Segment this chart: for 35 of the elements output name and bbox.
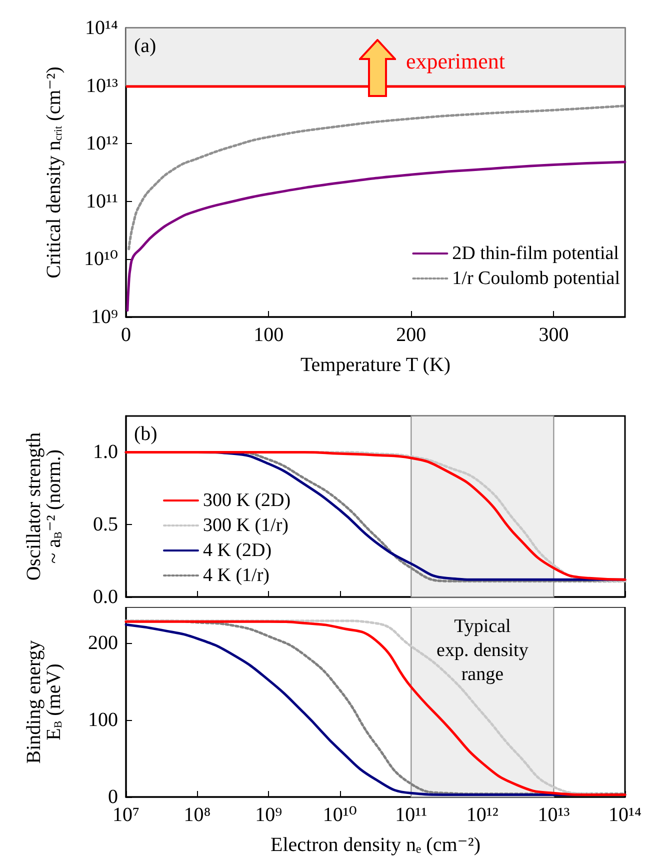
legend-label: 4 K (1/r) bbox=[203, 565, 270, 586]
line-series bbox=[126, 160, 626, 312]
legend-label: 4 K (2D) bbox=[203, 540, 272, 561]
x-tick-label: 10¹² bbox=[466, 804, 498, 826]
y-tick-label: 100 bbox=[88, 709, 118, 732]
band-label: Typical exp. density range bbox=[436, 616, 529, 685]
x-tick-label: 10¹⁴ bbox=[608, 804, 642, 826]
y-tick-label: 10¹⁴ bbox=[85, 17, 118, 39]
y-tick-label: 0.0 bbox=[93, 586, 118, 608]
annotation: (a) bbox=[134, 35, 156, 57]
annotation: (b) bbox=[134, 423, 158, 445]
x-axis-title: Electron density nₑ (cm⁻²) bbox=[270, 834, 480, 856]
x-tick-label: 100 bbox=[254, 324, 284, 346]
legend-label: 1/r Coulomb potential bbox=[452, 268, 620, 289]
y-axis-title: Critical density ncrit (cm⁻²) bbox=[43, 66, 65, 278]
y-tick-label: 0.5 bbox=[93, 514, 118, 536]
x-tick-label: 300 bbox=[538, 324, 569, 346]
x-tick-label: 10⁹ bbox=[255, 804, 282, 826]
x-tick-label: 10¹⁰ bbox=[322, 804, 357, 826]
legend-label: 2D thin-film potential bbox=[452, 243, 619, 264]
x-tick-label: 10¹¹ bbox=[395, 804, 428, 826]
y-tick-label: 200 bbox=[88, 632, 118, 654]
legend-label: 300 K (1/r) bbox=[203, 515, 288, 536]
y-tick-label: 10¹⁰ bbox=[84, 248, 118, 270]
y-tick-label: 1.0 bbox=[93, 441, 118, 464]
y-tick-label: 10⁹ bbox=[91, 306, 118, 328]
x-tick-label: 10⁸ bbox=[184, 804, 211, 826]
x-tick-label: 200 bbox=[396, 324, 426, 346]
y-tick-label: 10¹³ bbox=[86, 74, 118, 97]
x-axis-title: Temperature T (K) bbox=[300, 354, 451, 376]
legend-label: 300 K (2D) bbox=[203, 490, 291, 511]
ref-line-label: experiment bbox=[406, 48, 505, 74]
x-tick-label: 10¹³ bbox=[538, 804, 570, 826]
y-tick-label: 10¹¹ bbox=[86, 190, 118, 212]
y-tick-label: 10¹² bbox=[86, 132, 118, 155]
